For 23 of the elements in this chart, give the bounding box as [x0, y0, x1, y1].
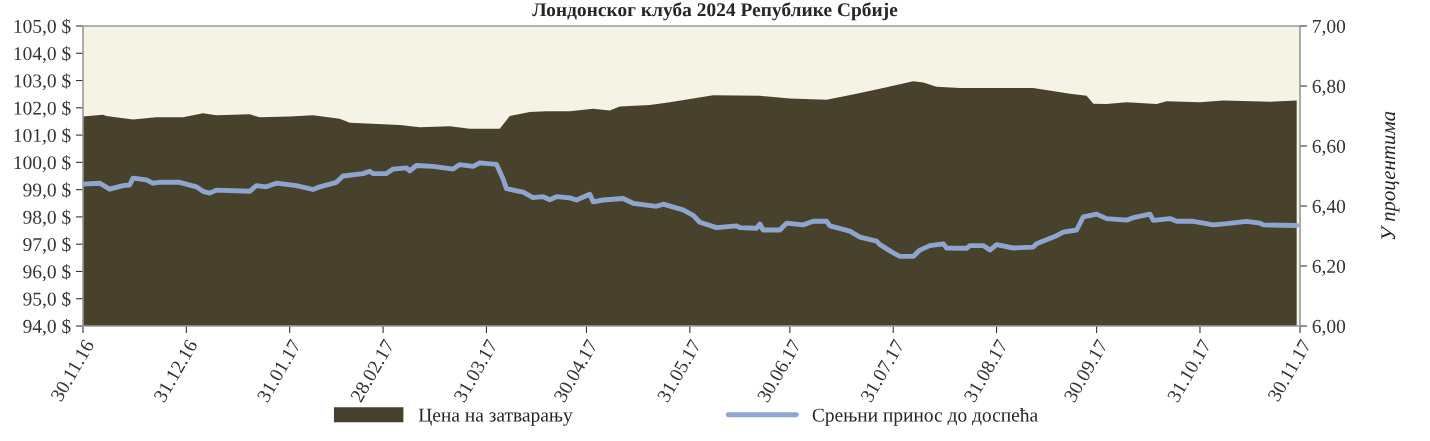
y2-tick-label: 6,20	[1312, 259, 1346, 276]
y-tick-label: 104,0 $	[14, 45, 71, 64]
y-tick-label: 95,0 $	[23, 291, 71, 309]
line-series	[83, 160, 1300, 259]
y-tick-label: 103,0 $	[14, 73, 71, 91]
legend-label: Срењни принос до доспећа	[812, 408, 1038, 426]
y-tick-label: 105,0 $	[14, 18, 71, 36]
y-tick-label: 94,0 $	[23, 318, 71, 336]
y2-tick-label: 6,00	[1312, 319, 1346, 336]
y-tick-label: 102,0 $	[14, 100, 71, 118]
y-tick-label: 97,0 $	[23, 236, 71, 254]
y-tick-label: 98,0 $	[23, 209, 71, 227]
y2-tick-label: 6,60	[1312, 139, 1346, 156]
y-tick-label: 96,0 $	[23, 264, 71, 282]
y-tick-label: 101,0 $	[14, 127, 71, 145]
y2-tick-label: 7,00	[1313, 19, 1346, 36]
y2-tick-label: 6,40	[1312, 199, 1346, 216]
chart-title: Лондонског клуба 2024 Републике Србије	[532, 2, 898, 21]
legend-label: Цена на затварању	[418, 408, 573, 426]
y2-axis-title: У процентима	[1381, 111, 1400, 240]
y-tick-label: 100,0 $	[14, 155, 71, 173]
y2-tick-label: 6,80	[1312, 79, 1346, 96]
y-tick-label: 99,0 $	[23, 182, 71, 200]
